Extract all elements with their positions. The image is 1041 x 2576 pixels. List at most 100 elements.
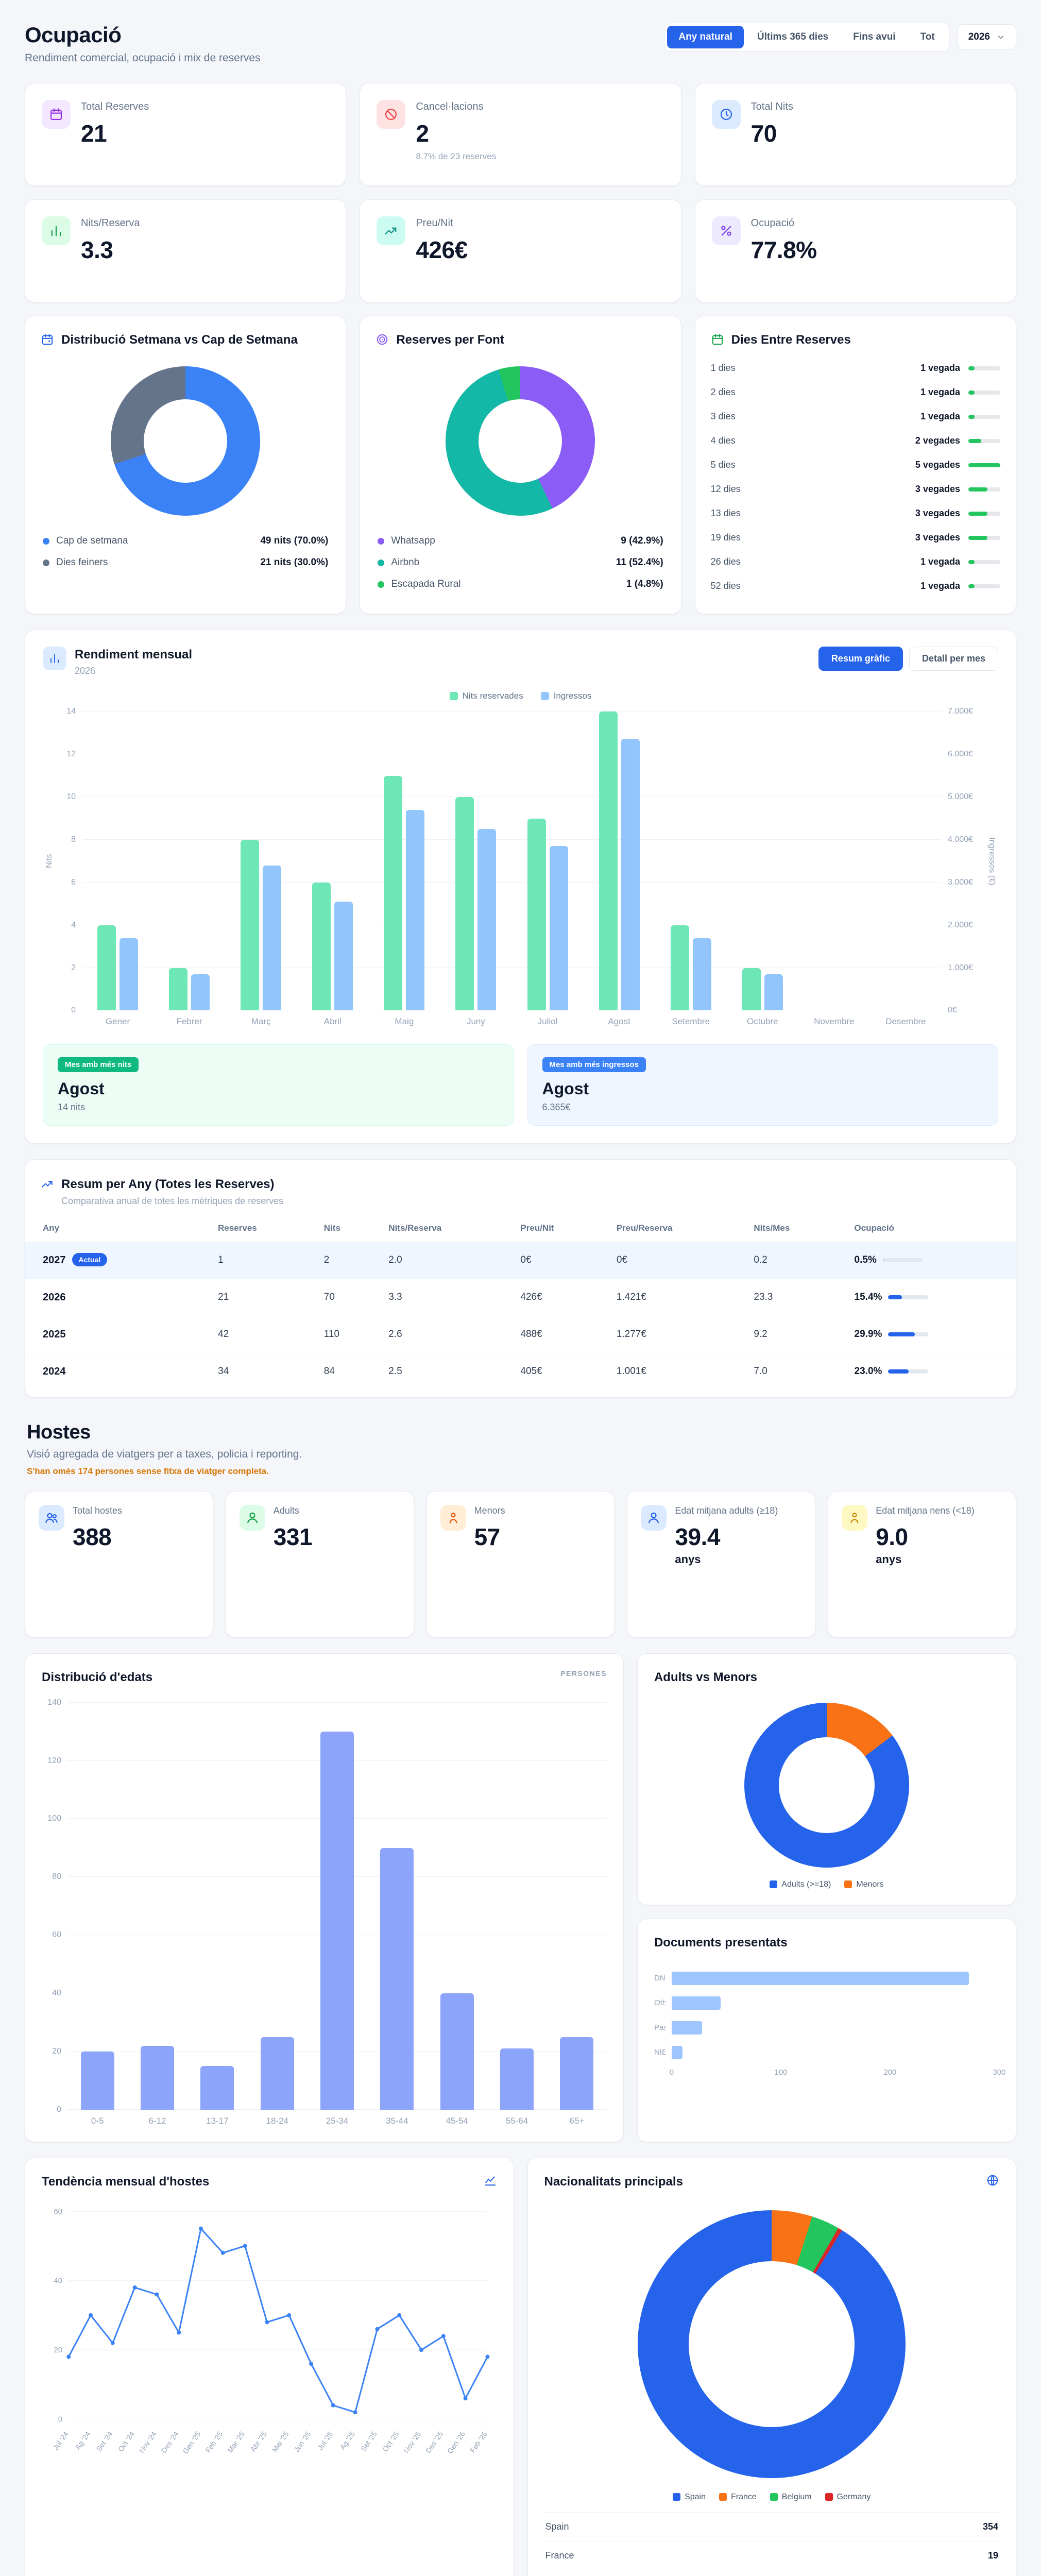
age-bar-13-17 xyxy=(187,1703,247,2110)
svg-text:40: 40 xyxy=(54,2277,62,2285)
svg-text:Ag '25: Ag '25 xyxy=(338,2430,356,2451)
kpi-label: Ocupació xyxy=(750,217,795,229)
globe-icon xyxy=(987,2175,998,2185)
booking-source-card: Reserves per Font Whatsapp 9 (42.9%) Airbn… xyxy=(360,316,681,615)
age-bar-18-24 xyxy=(247,1703,307,2110)
legend-item-dies-feiners: Dies feiners 21 nits (30.0%) xyxy=(43,552,328,573)
section-subtitle: Visió agregada de viatgers per a taxes, … xyxy=(27,1448,302,1460)
age-bar-45-54 xyxy=(427,1703,487,2110)
svg-text:Oct '24: Oct '24 xyxy=(116,2430,136,2453)
percent-icon xyxy=(721,226,731,236)
kpi-card-nits-reserva: Nits/Reserva 3.3 xyxy=(25,199,347,302)
monthly-performance-card: Rendiment mensual 2026 Resum gràfic Detal… xyxy=(25,630,1016,1144)
kpi-value: 426€ xyxy=(416,236,468,263)
gap-row: 19 dies 3 vegades xyxy=(711,526,1000,550)
svg-text:Jul '24: Jul '24 xyxy=(52,2430,70,2451)
nationality-row-spain: Spain 354 xyxy=(544,2512,999,2541)
child-icon xyxy=(850,1512,859,1523)
card-subtitle: Comparativa anual de totes les mètriques… xyxy=(61,1195,284,1206)
card-title: Adults vs Menors xyxy=(654,1670,757,1684)
guests-kpi-grid: Total hostes 388 Adults 331 Menors 57 Edat mit… xyxy=(25,1490,1016,1638)
child-icon xyxy=(449,1512,457,1523)
legend-item-adults-18: Adults (>=18) xyxy=(770,1880,831,1889)
year-col-reserves: Reserves xyxy=(209,1214,315,1242)
unit-label: PERSONES xyxy=(560,1669,607,1677)
svg-text:Des '24: Des '24 xyxy=(159,2430,180,2454)
booking-gaps-list: 1 dies 1 vegada 2 dies 1 vegada 3 dies 1 vega… xyxy=(695,348,1016,614)
kpi-label: Nits/Reserva xyxy=(81,217,140,229)
booking-source-legend: Whatsapp 9 (42.9%) Airbnb 11 (52.4%) Escapad… xyxy=(360,523,680,612)
month-group-juny xyxy=(440,711,511,1011)
legend-item-airbnb: Airbnb 11 (52.4%) xyxy=(378,552,663,573)
age-bar-65 xyxy=(547,1703,607,2110)
target-icon xyxy=(377,334,388,345)
date-range-segmented-control: Any natural Últims 365 dies Fins avui Tot xyxy=(664,23,949,52)
gap-row: 2 dies 1 vegada xyxy=(711,380,1000,404)
year-col-preu-reserva: Preu/Reserva xyxy=(607,1214,745,1242)
line-chart-icon xyxy=(485,2176,496,2185)
kpi-label: Preu/Nit xyxy=(416,217,453,229)
age-bar-chart: 0 20 40 60 80 100 120 140 0-5 6-12 13-17 18-24 25-34… xyxy=(42,1698,607,2126)
user-icon xyxy=(649,1512,659,1523)
documents-bar-chart: DNIOtherPassaportNIE0100200300 xyxy=(654,1966,1006,2081)
calendar-icon xyxy=(50,108,62,121)
booking-source-donut xyxy=(446,366,595,516)
week-split-legend: Cap de setmana 49 nits (70.0%) Dies feiner… xyxy=(25,523,346,590)
year-col-any: Any xyxy=(25,1214,209,1242)
svg-text:Jul '25: Jul '25 xyxy=(316,2430,334,2451)
month-group-setembre xyxy=(655,711,727,1011)
tab-detall-per-mes[interactable]: Detall per mes xyxy=(909,647,998,671)
card-title: Tendència mensual d'hostes xyxy=(42,2174,210,2189)
legend-item-france: France xyxy=(719,2493,757,2502)
nationalities-legend: Spain France Belgium Germany xyxy=(544,2493,1000,2502)
range-filter-fins-avui[interactable]: Fins avui xyxy=(842,26,907,48)
kpi-value: 388 xyxy=(73,1523,112,1550)
age-distribution-card: Distribució d'edats PERSONES 0 20 40 60 80 10… xyxy=(25,1653,624,2142)
adults-minors-card: Adults vs Menors Adults (>=18) Menors xyxy=(637,1653,1016,1905)
doc-row-passaport: Passaport xyxy=(654,2015,999,2040)
page-title: Ocupació xyxy=(25,23,122,47)
range-filter-ltims-365-dies[interactable]: Últims 365 dies xyxy=(746,26,840,48)
chart-bar-icon xyxy=(50,654,59,664)
kpi-card-adults: Adults 331 xyxy=(225,1490,414,1638)
month-group-desembre xyxy=(870,711,942,1010)
kpi-label: Edat mitjana adults (≥18) xyxy=(675,1505,778,1516)
kpi-card-edat-mitjana-adults-18: Edat mitjana adults (≥18) 39.4 anys xyxy=(627,1490,816,1638)
nationalities-card: Nacionalitats principals Spain France Belg… xyxy=(527,2157,1016,2576)
card-title: Distribució d'edats xyxy=(42,1670,153,1684)
kpi-card-total-reserves: Total Reserves 21 xyxy=(25,83,347,186)
kpi-suffix: anys xyxy=(675,1552,701,1566)
year-col-preu-nit: Preu/Nit xyxy=(511,1214,607,1242)
kpi-grid: Total Reserves 21 Cancel·lacions 2 8.7% de 2… xyxy=(25,83,1016,302)
legend-item-germany: Germany xyxy=(825,2493,871,2502)
monthly-bar-chart: Nits reservades Ingressos Nits 0 2 4 6 8 10 12 14 G… xyxy=(25,676,1016,1030)
age-bar-6-12 xyxy=(127,1703,187,2110)
y-axis-label-left: Nits xyxy=(45,854,54,869)
clock-icon xyxy=(720,108,732,121)
range-filter-tot[interactable]: Tot xyxy=(909,26,946,48)
svg-text:Mar '25: Mar '25 xyxy=(226,2430,246,2454)
gap-row: 52 dies 1 vegada xyxy=(711,574,1000,598)
range-filter-any-natural[interactable]: Any natural xyxy=(667,26,744,48)
doc-row-dni: DNI xyxy=(654,1966,999,1991)
month-group-abril xyxy=(297,711,368,1011)
svg-text:Jun '25: Jun '25 xyxy=(293,2430,313,2453)
month-group-juliol xyxy=(511,711,583,1011)
kpi-value: 9.0 xyxy=(876,1523,908,1550)
highlight-mes-amb-m-s-nits: Mes amb més nits Agost 14 nits xyxy=(43,1044,514,1126)
legend-item-cap-de-setmana: Cap de setmana 49 nits (70.0%) xyxy=(43,530,328,552)
svg-text:Des '25: Des '25 xyxy=(424,2430,445,2454)
age-bar-25-34 xyxy=(307,1703,367,2110)
card-title: Distribució Setmana vs Cap de Setmana xyxy=(61,333,298,347)
year-row-2025: 2025 42 110 2.6 488€ 1.277€ 9.2 29.9% xyxy=(25,1316,1016,1353)
svg-text:60: 60 xyxy=(54,2207,62,2216)
tab-resum-gr-fic[interactable]: Resum gràfic xyxy=(818,647,903,671)
guests-section-header: Hostes Visió agregada de viatgers per a … xyxy=(27,1421,1014,1477)
svg-text:0: 0 xyxy=(58,2415,62,2424)
month-group-agost xyxy=(584,711,655,1011)
year-row-2027: 2027 Actual 1 2 2.0 0€ 0€ 0.2 0.5% xyxy=(25,1242,1016,1279)
year-select[interactable]: 2026 xyxy=(957,24,1016,50)
user-icon xyxy=(247,1512,258,1523)
card-title: Reserves per Font xyxy=(396,333,504,347)
